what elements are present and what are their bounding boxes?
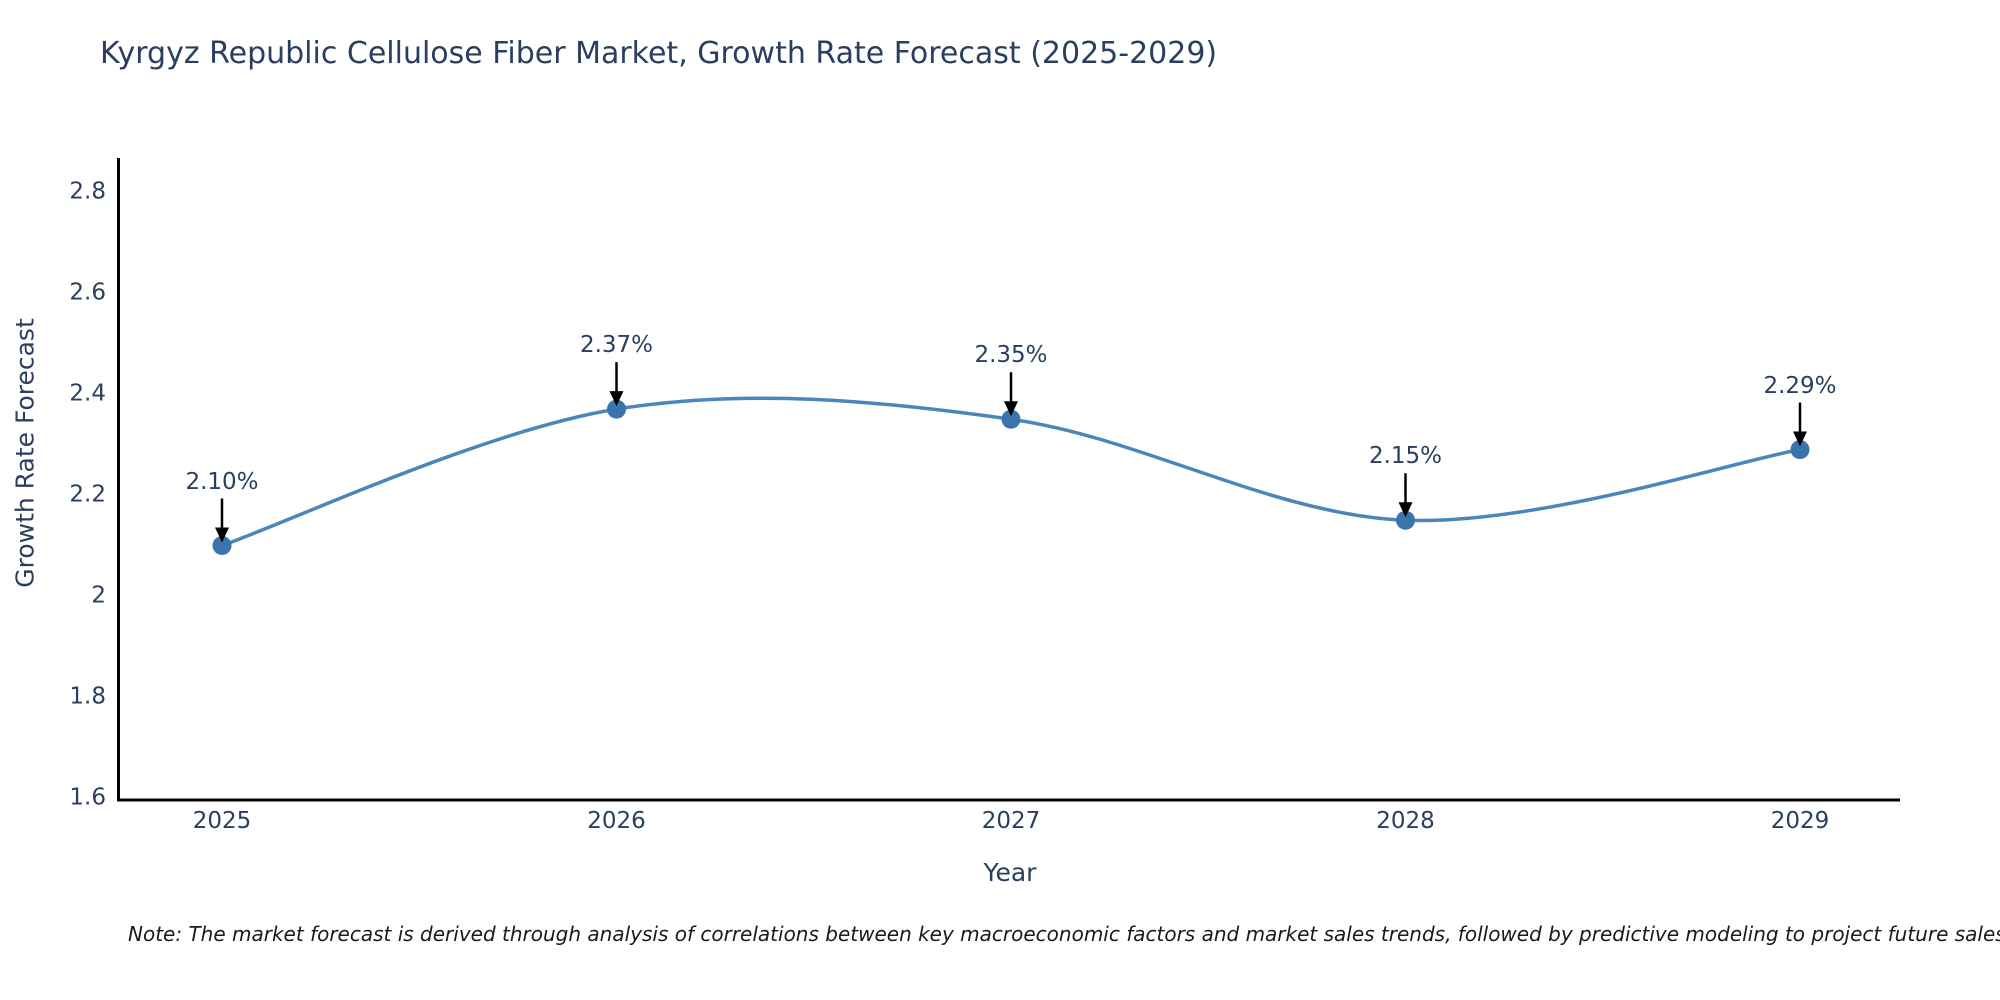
- x-axis-title: Year: [983, 858, 1037, 887]
- annotation-arrowhead: [1398, 502, 1413, 518]
- data-point-label: 2.35%: [974, 342, 1048, 369]
- data-point-marker: [1790, 440, 1810, 460]
- y-tick-label: 2.8: [69, 178, 106, 205]
- data-point-marker: [607, 399, 626, 419]
- data-point-label: 2.10%: [185, 468, 259, 495]
- x-tick-label: 2028: [1376, 808, 1435, 834]
- y-tick-label: 2.2: [69, 481, 106, 508]
- y-tick-label: 1.8: [69, 683, 106, 710]
- chart-title: Kyrgyz Republic Cellulose Fiber Market, …: [100, 36, 1218, 71]
- x-tick-label: 2027: [981, 808, 1041, 834]
- x-tick-label: 2026: [587, 808, 646, 834]
- y-tick-label: 2.4: [69, 380, 106, 407]
- annotation-arrowhead: [609, 391, 624, 407]
- annotation-arrowhead: [1793, 431, 1807, 447]
- data-point-marker: [1396, 510, 1415, 530]
- y-tick-label: 1.6: [69, 784, 106, 811]
- data-point-marker: [1001, 409, 1021, 429]
- y-tick-label: 2: [91, 582, 106, 609]
- x-tick-label: 2029: [1770, 808, 1830, 834]
- data-point-label: 2.29%: [1763, 372, 1837, 399]
- data-point-label: 2.37%: [579, 332, 654, 359]
- x-tick-label: 2025: [192, 808, 252, 834]
- y-tick-label: 2.6: [69, 279, 106, 306]
- data-point-marker: [212, 536, 232, 555]
- annotation-arrowhead: [215, 527, 229, 543]
- annotation-arrowhead: [1004, 401, 1018, 417]
- data-point-label: 2.15%: [1368, 443, 1443, 470]
- footnote: Note: The market forecast is derived thr…: [128, 922, 2000, 946]
